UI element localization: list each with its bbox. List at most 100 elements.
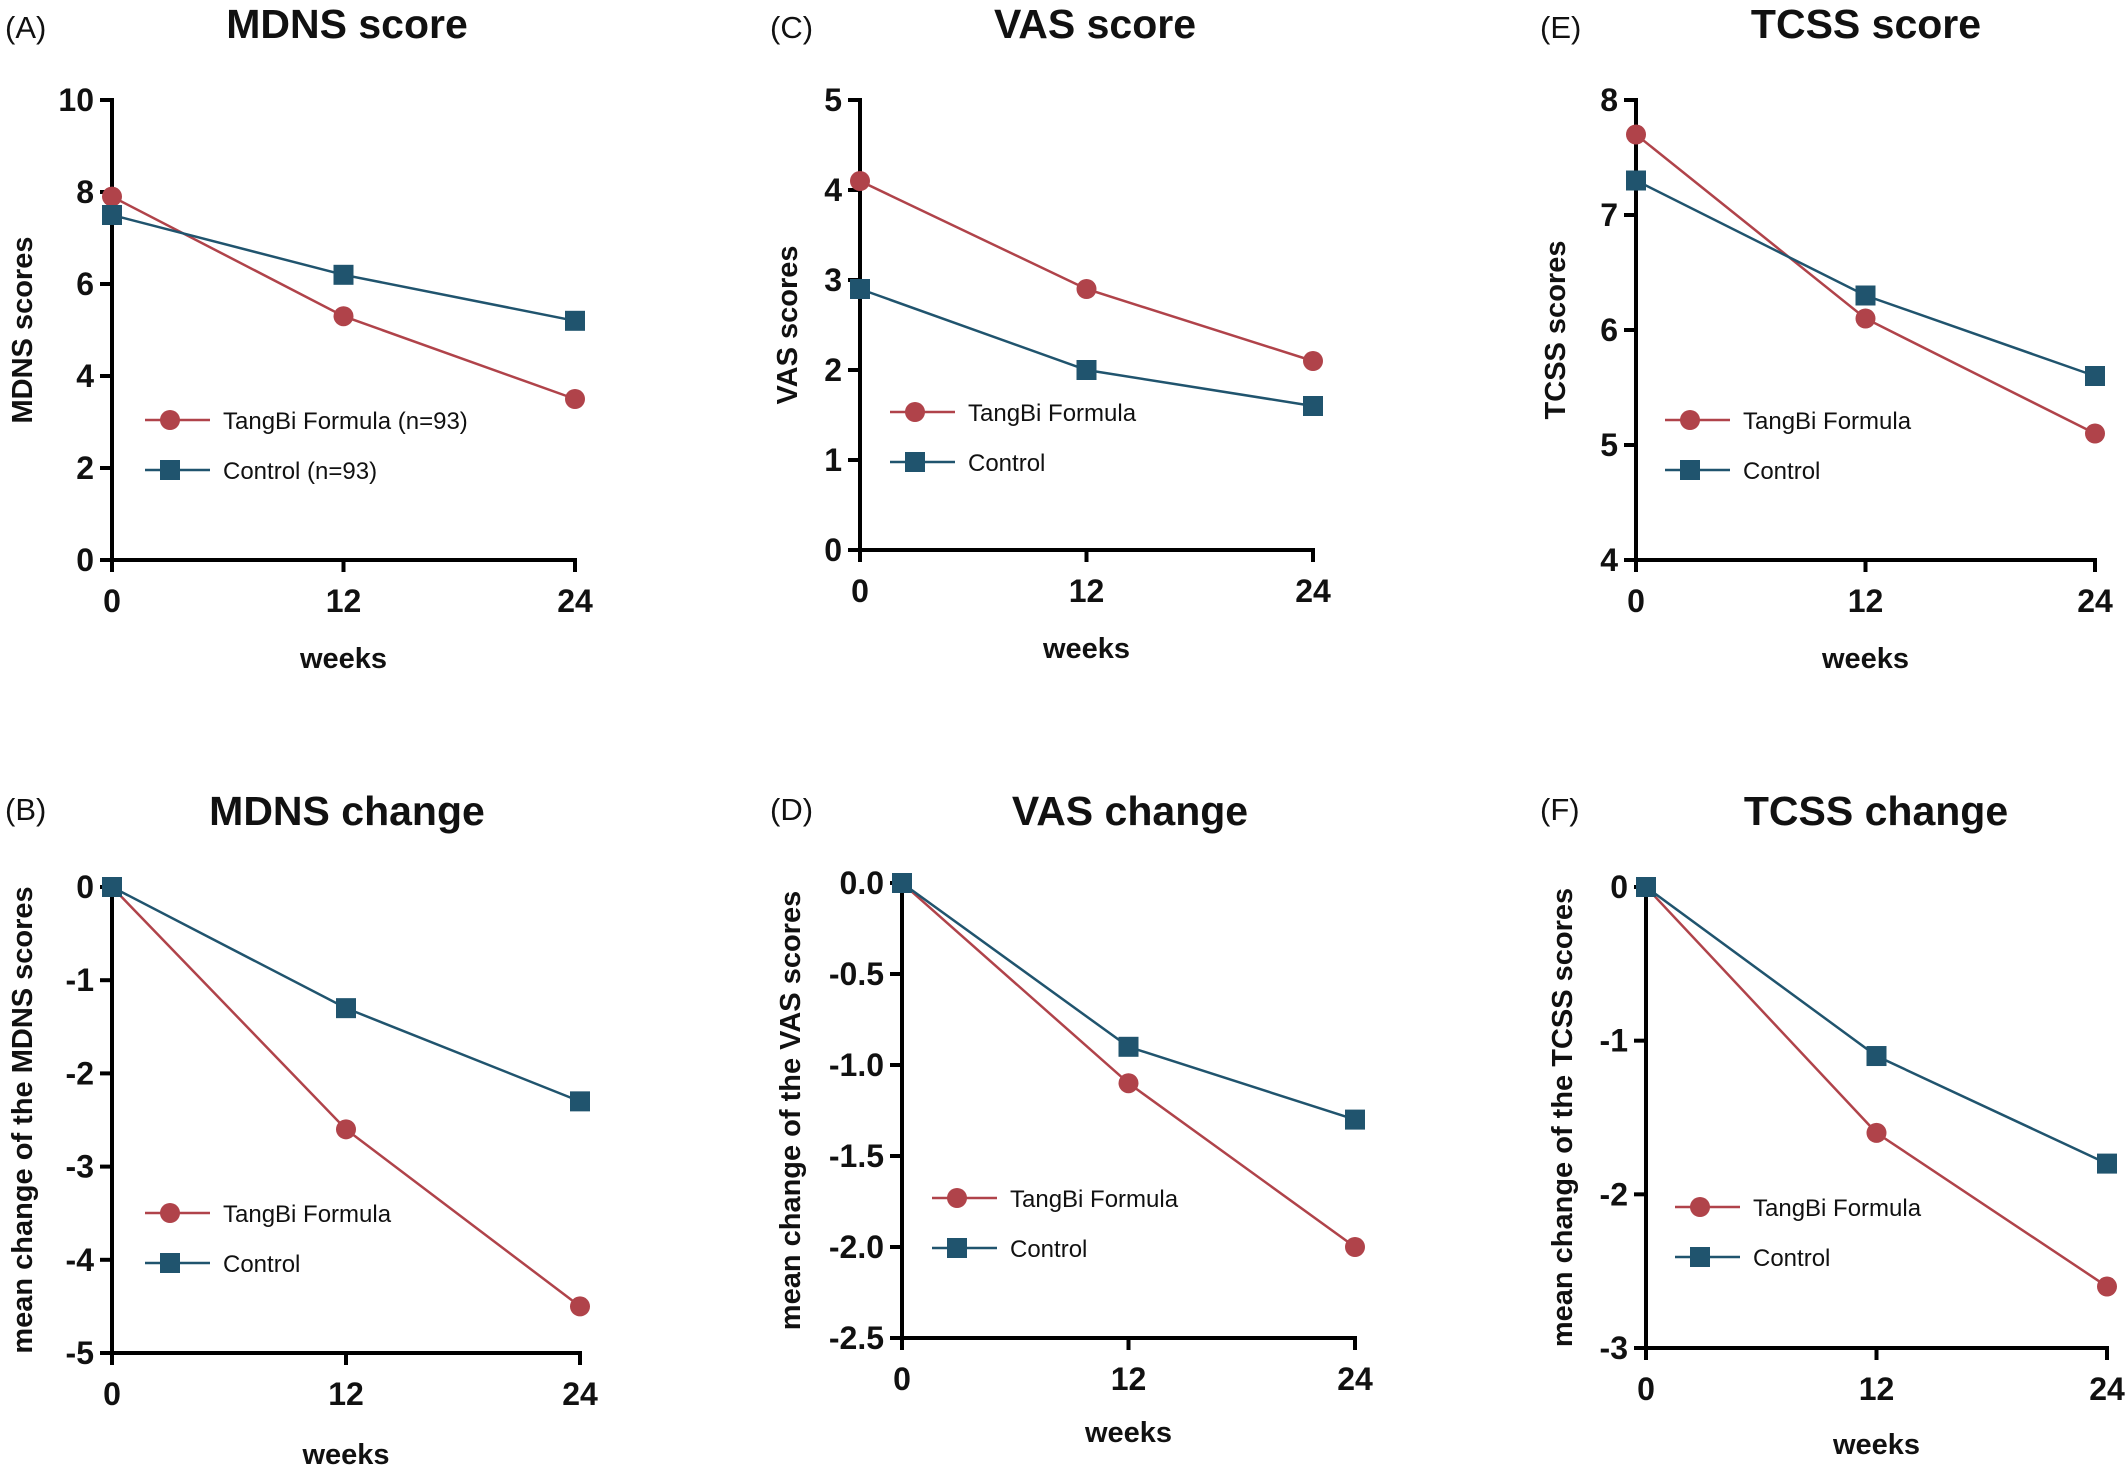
legend-label: TangBi Formula [1753,1195,1922,1222]
data-point [2097,1153,2117,1174]
series-line [859,287,1314,408]
series-control [892,873,1365,1130]
x-tick-label: 0 [103,583,121,619]
series-line [1635,179,2096,378]
y-tick-label: -4 [66,1242,95,1278]
chart-title: MDNS change [209,788,485,834]
y-axis-title: mean change of the TCSS scores [1547,888,1579,1347]
y-tick-label: -1 [66,962,94,998]
legend-marker [1680,460,1700,480]
legend-label: TangBi Formula [1743,408,1912,435]
data-point [1855,308,1876,329]
y-tick-label: -1 [1600,1023,1628,1059]
series-line [111,195,576,401]
data-point [1855,285,1876,306]
chart-panel-d: (D) VAS change 0.0 -0.5 -1.0 -1.5 -2.0 -2.50 12 2… [770,788,1373,1449]
series-line [859,179,1314,363]
data-point [2097,1276,2117,1297]
y-tick-label: 4 [1600,542,1618,578]
x-tick-label: 12 [326,583,362,619]
chart-panel-e: (E) TCSS score 4 5 6 7 8 0 12 24 weeks TCSS scores T… [1540,1,2113,675]
x-tick-label: 12 [1111,1361,1147,1397]
data-point [336,1119,356,1140]
y-tick-label: -1.0 [829,1047,884,1083]
y-tick-label: -2.0 [829,1229,884,1265]
legend: TangBi Formula Control [890,400,1137,477]
y-axis-title: mean change of the VAS scores [775,891,807,1330]
data-point [570,1296,590,1317]
y-tick-label: 7 [1600,197,1618,233]
chart-title: TCSS change [1744,788,2008,834]
legend: TangBi Formula (n=93) Control (n=93) [145,408,468,485]
y-tick-label: 0 [1610,869,1628,905]
data-point [1866,1122,1887,1143]
legend-label: TangBi Formula [1010,1186,1179,1213]
y-tick-label: 5 [1600,427,1618,463]
y-tick-label: -1.5 [829,1138,884,1174]
series-line [1635,133,2096,435]
legend-marker [905,452,925,472]
x-axis-title: weeks [299,643,387,675]
data-point [1636,877,1656,897]
data-point [102,877,122,897]
y-tick-label: -3 [66,1149,94,1185]
x-axis-title: weeks [1832,1429,1920,1461]
y-tick-label: 10 [58,82,94,118]
y-tick-label: 6 [76,266,94,302]
data-point [1626,124,1646,145]
y-tick-label: 0 [76,869,94,905]
legend-label: TangBi Formula [968,400,1137,427]
panel-label: (D) [770,792,813,827]
series-control [1626,170,2105,386]
panel-label: (F) [1540,792,1580,827]
x-tick-label: 24 [562,1376,598,1412]
data-point [1345,1237,1365,1257]
panel-label: (C) [770,10,813,45]
series-tangbi [1626,124,2105,444]
data-point [1303,351,1323,371]
series-tangbi [1636,877,2117,1297]
x-tick-label: 12 [1859,1371,1895,1407]
data-point [1118,1073,1139,1094]
y-tick-label: 8 [1600,82,1618,118]
legend-marker [1690,1197,1710,1217]
y-tick-label: 0.0 [840,865,884,901]
y-tick-label: 6 [1600,312,1618,348]
y-axis-title: mean change of the MDNS scores [7,886,39,1353]
y-tick-label: -3 [1600,1330,1628,1366]
legend-label: TangBi Formula (n=93) [223,408,468,435]
series-control [102,205,585,331]
x-tick-label: 0 [1627,583,1645,619]
x-tick-label: 12 [1848,583,1884,619]
x-tick-label: 12 [328,1376,364,1412]
series-control [102,877,590,1112]
chart-title: VAS score [994,1,1196,47]
data-point [1118,1036,1139,1057]
panel-label: (A) [5,10,46,45]
panel-label: (E) [1540,10,1581,45]
legend: TangBi Formula Control [1665,408,1912,485]
data-point [1076,279,1097,299]
x-tick-label: 24 [1337,1361,1373,1397]
series-tangbi [102,186,585,409]
y-axis-title: MDNS scores [7,237,39,424]
y-tick-label: 4 [824,172,842,208]
series-tangbi [102,877,590,1317]
x-axis-title: weeks [301,1439,389,1468]
data-point [850,171,870,191]
legend: TangBi Formula Control [1675,1195,1922,1272]
x-tick-label: 0 [851,573,869,609]
legend-marker [947,1238,967,1258]
data-point [102,205,122,225]
y-tick-label: 2 [76,450,94,486]
legend: TangBi Formula Control [145,1201,392,1278]
series-line [111,885,581,1103]
x-axis-title: weeks [1084,1417,1172,1449]
chart-title: TCSS score [1751,1,1981,47]
y-tick-label: -2 [66,1055,94,1091]
data-point [2085,366,2105,386]
